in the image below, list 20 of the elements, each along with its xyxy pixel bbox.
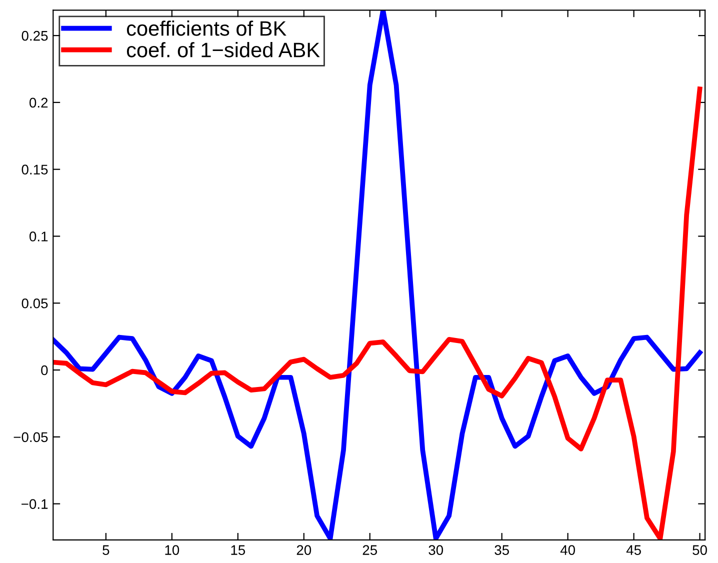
y-tick-label: 0.1 <box>30 232 48 242</box>
x-tick-label: 25 <box>362 545 378 555</box>
x-tick-label: 20 <box>296 545 312 555</box>
y-tick-label: 0.2 <box>30 98 48 108</box>
y-tick-label: −0.1 <box>22 499 48 509</box>
x-tick-label: 50 <box>692 545 707 555</box>
y-tick-label: 0 <box>41 365 48 376</box>
y-tick-label: −0.05 <box>14 432 48 442</box>
legend-label: coef. of 1−sided ABK <box>126 42 320 58</box>
x-tick-label: 10 <box>165 545 180 555</box>
x-tick-label: 30 <box>428 545 444 555</box>
x-tick-label: 15 <box>231 545 246 555</box>
y-tick-label: 0.25 <box>22 30 48 41</box>
x-tick-label: 45 <box>626 545 641 555</box>
x-tick-label: 40 <box>560 545 576 555</box>
y-tick-label: 0.15 <box>22 164 48 175</box>
x-tick-label: 5 <box>102 545 110 555</box>
legend-label: coefficients of BK <box>126 20 286 36</box>
x-tick-label: 35 <box>494 545 509 555</box>
y-tick-label: 0.05 <box>22 298 48 308</box>
